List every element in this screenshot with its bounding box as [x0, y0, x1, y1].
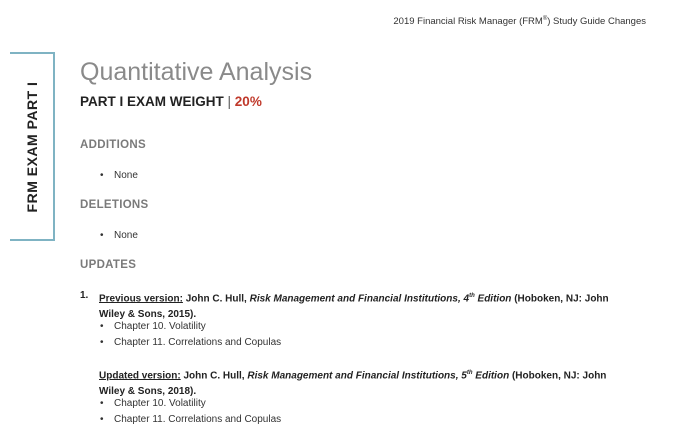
list-number: 1.	[80, 290, 89, 301]
edition: Edition	[472, 370, 510, 382]
list-item: Chapter 10. Volatility	[100, 398, 206, 409]
chapter-text: Chapter 11. Correlations and Copulas	[114, 337, 282, 348]
deletions-heading: DELETIONS	[80, 199, 149, 211]
chapter-text: Chapter 10. Volatility	[114, 398, 206, 409]
updates-heading: UPDATES	[80, 259, 137, 271]
author: John C. Hull,	[180, 370, 248, 382]
side-tab: FRM EXAM PART I	[10, 52, 55, 241]
previous-version-label: Previous version:	[99, 293, 183, 305]
header-text-end: ) Study Guide Changes	[547, 16, 646, 28]
list-item-text: None	[114, 170, 138, 181]
chapter-text: Chapter 10. Volatility	[114, 321, 206, 332]
exam-weight-value: 20%	[234, 94, 262, 109]
book-title: Risk Management and Financial Institutio…	[247, 370, 467, 382]
side-tab-label: FRM EXAM PART I	[23, 81, 40, 212]
updated-version-label: Updated version:	[99, 370, 181, 382]
exam-weight-label: PART I EXAM WEIGHT	[80, 94, 224, 109]
list-item: Chapter 10. Volatility	[100, 321, 206, 332]
separator: |	[227, 94, 232, 109]
page-title: Quantitative Analysis	[80, 58, 313, 86]
running-header: 2019 Financial Risk Manager (FRM®) Study…	[393, 16, 646, 27]
list-item: None	[100, 170, 138, 181]
header-registered-mark: ®	[542, 16, 548, 22]
author: John C. Hull,	[182, 293, 250, 305]
publisher: (Hoboken, NJ: John Wiley & Sons, 2015).	[99, 293, 609, 321]
publisher: (Hoboken, NJ: John Wiley & Sons, 2018).	[99, 370, 607, 398]
list-item: Chapter 11. Correlations and Copulas	[100, 337, 281, 348]
chapter-text: Chapter 11. Correlations and Copulas	[114, 414, 282, 425]
previous-version: Previous version: John C. Hull, Risk Man…	[99, 288, 619, 323]
header-text: 2019 Financial Risk Manager (FRM	[393, 16, 543, 28]
list-item-text: None	[114, 230, 138, 241]
list-item: Chapter 11. Correlations and Copulas	[100, 414, 281, 425]
additions-heading: ADDITIONS	[80, 139, 146, 151]
ordinal-suffix: th	[469, 293, 475, 299]
exam-weight: PART I EXAM WEIGHT | 20%	[80, 94, 262, 109]
updated-version: Updated version: John C. Hull, Risk Mana…	[99, 365, 619, 400]
edition: Edition	[474, 293, 512, 305]
ordinal-suffix: th	[466, 370, 473, 376]
list-item: None	[100, 230, 138, 241]
book-title: Risk Management and Financial Institutio…	[249, 293, 470, 305]
